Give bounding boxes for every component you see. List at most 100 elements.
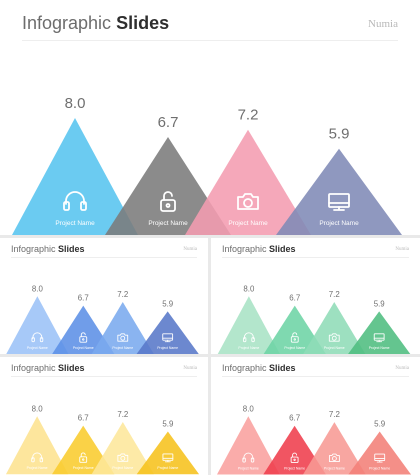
peak-value-label: 8.0	[32, 284, 44, 293]
peak-4: 5.9 Project Name	[348, 420, 412, 475]
peak-2: 6.7 Project Name	[263, 414, 326, 475]
peak-triangle	[348, 311, 411, 354]
slide-title: Infographic Slides	[22, 13, 169, 34]
peak-4: 5.9 Project Name	[136, 299, 199, 354]
monitor-icon	[162, 333, 174, 343]
peak-project-label: Project Name	[369, 466, 390, 470]
peak-value-label: 7.2	[329, 410, 341, 419]
monitor-icon	[373, 333, 385, 343]
peak-triangle	[91, 302, 154, 354]
peak-value-label: 6.7	[289, 294, 300, 303]
peak-1: 8.0 Project Name	[6, 284, 69, 354]
peak-3: 7.2 Project Name	[91, 290, 154, 354]
peak-triangle	[217, 296, 280, 354]
peak-value-label: 7.2	[329, 290, 340, 299]
peak-4: 5.9 Project Name	[276, 126, 402, 235]
title-divider	[222, 376, 409, 377]
peak-project-label: Project Name	[157, 346, 178, 350]
peak-1: 8.0 Project Name	[217, 284, 280, 354]
slide-title: Infographic Slides	[11, 363, 85, 373]
slide-yellow: Infographic Slides Numia 8.0 Project Name…	[0, 357, 208, 475]
peak-triangle	[6, 296, 69, 354]
peak-triangle	[185, 129, 311, 235]
peak-3: 7.2 Project Name	[303, 410, 366, 475]
slide-title: Infographic Slides	[222, 244, 296, 254]
monitor-icon	[328, 193, 350, 211]
title-divider	[11, 257, 197, 258]
slide-title: Infographic Slides	[222, 363, 296, 373]
peak-project-label: Project Name	[284, 466, 305, 470]
camera-icon	[237, 193, 259, 210]
camera-icon	[328, 453, 340, 462]
title-bold: Slides	[58, 363, 85, 373]
peak-3: 7.2 Project Name	[185, 107, 311, 235]
peak-triangle	[12, 118, 138, 235]
peak-value-label: 6.7	[289, 414, 301, 423]
slide-green: Infographic Slides Numia 8.0 Project Name…	[211, 238, 420, 354]
peak-value-label: 7.2	[238, 107, 259, 124]
peak-value-label: 6.7	[78, 414, 89, 423]
peak-project-label: Project Name	[238, 346, 259, 350]
peak-triangle	[348, 431, 412, 475]
peak-value-label: 5.9	[374, 420, 386, 429]
title-light: Infographic	[222, 244, 267, 254]
peak-value-label: 6.7	[158, 114, 179, 131]
peak-2: 6.7 Project Name	[263, 294, 326, 354]
peak-triangle	[276, 148, 402, 235]
chart: 8.0 Project Name 6.7 Project Name 7.2 Project…	[5, 404, 200, 475]
peak-triangle	[52, 305, 115, 354]
peak-project-label: Project Name	[27, 466, 48, 470]
slide-blue: Infographic Slides Numia 8.0 Project Name…	[0, 238, 208, 354]
unlock-icon	[79, 452, 88, 463]
slide-title: Infographic Slides	[11, 244, 85, 254]
peak-1: 8.0 Project Name	[12, 95, 138, 235]
monitor-icon	[162, 453, 174, 463]
peak-2: 6.7 Project Name	[52, 294, 115, 354]
peak-project-label: Project Name	[319, 220, 359, 227]
peak-project-label: Project Name	[112, 466, 133, 470]
unlock-icon	[290, 452, 299, 463]
peak-project-label: Project Name	[324, 466, 345, 470]
peak-project-label: Project Name	[284, 346, 305, 350]
title-bold: Slides	[116, 13, 170, 33]
peak-triangle	[105, 137, 231, 235]
peak-value-label: 6.7	[78, 294, 89, 303]
title-light: Infographic	[22, 13, 112, 33]
peak-project-label: Project Name	[148, 220, 188, 227]
headphones-icon	[31, 452, 44, 463]
peak-triangle	[303, 302, 366, 354]
peak-2: 6.7 Project Name	[105, 114, 231, 235]
peak-triangle	[216, 416, 280, 475]
peak-project-label: Project Name	[238, 466, 259, 470]
peak-project-label: Project Name	[55, 220, 95, 227]
peak-value-label: 5.9	[374, 299, 385, 308]
peak-value-label: 7.2	[117, 290, 128, 299]
headphones-icon	[63, 191, 87, 211]
title-light: Infographic	[11, 363, 56, 373]
peak-value-label: 5.9	[329, 126, 350, 143]
brand-logo: Numia	[183, 247, 197, 252]
peak-project-label: Project Name	[228, 220, 268, 227]
headphones-icon	[242, 452, 255, 463]
peak-3: 7.2 Project Name	[91, 410, 155, 475]
chart: 8.0 Project Name 6.7 Project Name 7.2 Project…	[216, 404, 412, 475]
peak-triangle	[303, 422, 366, 475]
peak-project-label: Project Name	[27, 346, 48, 350]
title-divider	[11, 376, 197, 377]
title-bold: Slides	[269, 244, 296, 254]
peak-value-label: 7.2	[117, 410, 128, 419]
unlock-icon	[160, 191, 176, 212]
peak-value-label: 8.0	[243, 284, 255, 293]
slide-red: Infographic Slides Numia 8.0 Project Name…	[211, 357, 420, 475]
headphones-icon	[242, 332, 255, 343]
title-divider	[222, 257, 409, 258]
camera-icon	[117, 453, 129, 462]
peak-project-label: Project Name	[369, 346, 390, 350]
peak-triangle	[5, 416, 69, 475]
peak-4: 5.9 Project Name	[136, 420, 200, 475]
unlock-icon	[290, 332, 299, 343]
brand-logo: Numia	[368, 18, 398, 30]
peak-1: 8.0 Project Name	[216, 404, 280, 475]
monitor-icon	[374, 453, 386, 463]
peak-triangle	[136, 431, 200, 475]
